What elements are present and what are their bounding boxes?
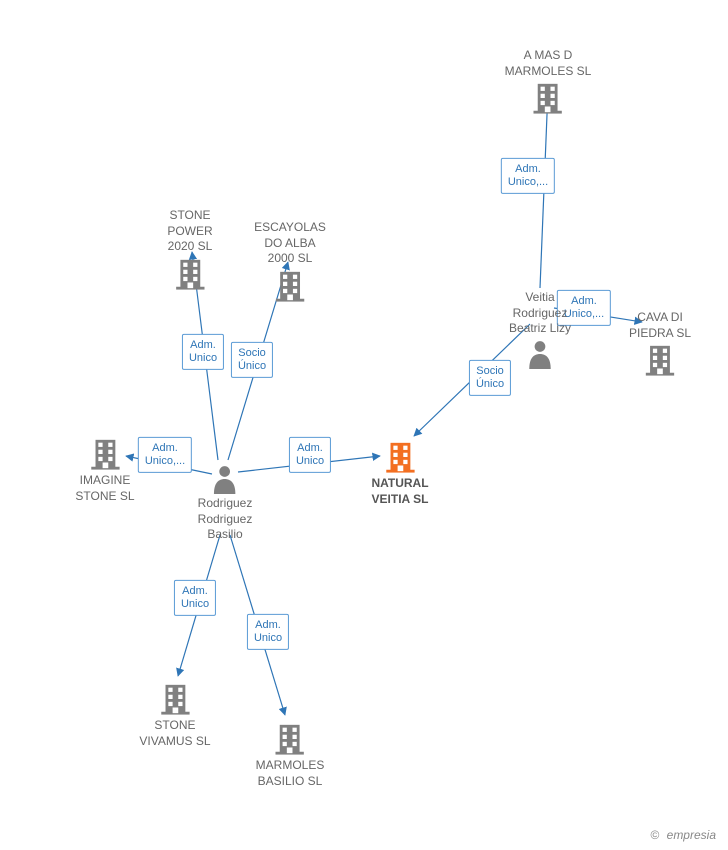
building-icon [173, 257, 207, 291]
building-icon [88, 437, 122, 471]
node-label: CAVA DI PIEDRA SL [629, 310, 691, 341]
node-label: STONE VIVAMUS SL [139, 718, 210, 749]
node-escayolas[interactable]: ESCAYOLAS DO ALBA 2000 SL [254, 220, 326, 305]
diagram-canvas: Adm. Unico,...Adm. Unico,...Socio ÚnicoA… [0, 0, 728, 850]
node-label: ESCAYOLAS DO ALBA 2000 SL [254, 220, 326, 267]
building-icon [383, 440, 417, 474]
edge-label: Socio Único [231, 342, 273, 378]
node-cava_di_piedra[interactable]: CAVA DI PIEDRA SL [629, 310, 691, 379]
edge-label: Adm. Unico [174, 580, 216, 616]
person-icon [527, 339, 553, 369]
copyright-symbol: © [650, 828, 659, 842]
edge-label: Adm. Unico [182, 334, 224, 370]
node-label: Veitia Rodriguez Beatriz Lizy [509, 290, 571, 337]
building-icon [273, 269, 307, 303]
edge-label: Socio Único [469, 360, 511, 396]
node-a_mas_d[interactable]: A MAS D MARMOLES SL [505, 48, 592, 117]
node-rodriguez[interactable]: Rodriguez Rodriguez Basilio [198, 462, 253, 543]
node-veitia[interactable]: Veitia Rodriguez Beatriz Lizy [509, 290, 571, 371]
watermark: © empresia [650, 828, 716, 842]
edge-label: Adm. Unico,... [138, 437, 192, 473]
node-label: MARMOLES BASILIO SL [256, 758, 325, 789]
person-icon [212, 464, 238, 494]
edge-label: Adm. Unico [289, 437, 331, 473]
edge-label: Adm. Unico [247, 614, 289, 650]
building-icon [643, 343, 677, 377]
node-label: NATURAL VEITIA SL [371, 476, 428, 507]
node-stone_power[interactable]: STONE POWER 2020 SL [167, 208, 212, 293]
watermark-text: empresia [667, 828, 716, 842]
edge-label: Adm. Unico,... [501, 158, 555, 194]
node-label: A MAS D MARMOLES SL [505, 48, 592, 79]
building-icon [158, 682, 192, 716]
node-natural_veitia[interactable]: NATURAL VEITIA SL [371, 438, 428, 507]
node-label: STONE POWER 2020 SL [167, 208, 212, 255]
node-label: IMAGINE STONE SL [75, 473, 134, 504]
edges-layer [0, 0, 728, 850]
node-label: Rodriguez Rodriguez Basilio [198, 496, 253, 543]
node-stone_vivamus[interactable]: STONE VIVAMUS SL [139, 680, 210, 749]
building-icon [273, 722, 307, 756]
node-marmoles_basilio[interactable]: MARMOLES BASILIO SL [256, 720, 325, 789]
building-icon [531, 81, 565, 115]
node-imagine_stone[interactable]: IMAGINE STONE SL [75, 435, 134, 504]
